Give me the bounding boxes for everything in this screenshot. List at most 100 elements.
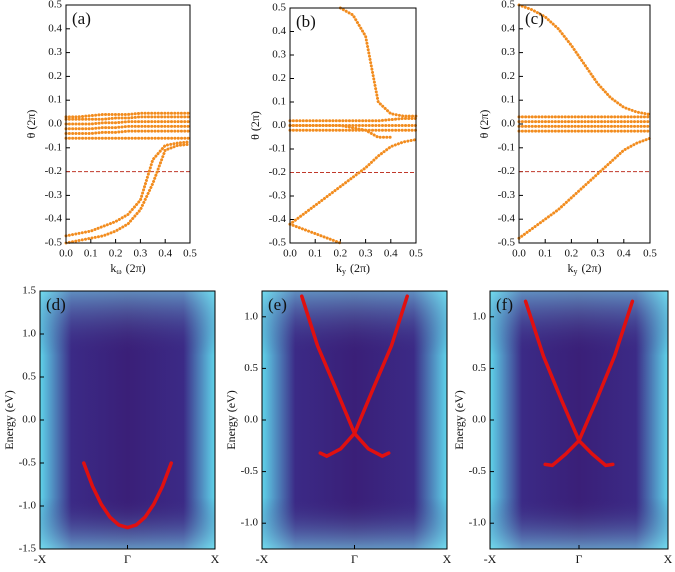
x-axis-label: ky (2π) — [336, 261, 370, 276]
y-tick-label: -1.5 — [19, 543, 37, 555]
y-tick-label: -0.1 — [269, 143, 286, 155]
plot-frame — [39, 290, 216, 550]
x-tick-label: Γ — [124, 552, 131, 566]
y-tick-label: 0.3 — [48, 46, 62, 58]
x-axis-symbol: k — [336, 261, 342, 275]
y-tick-label: -1.0 — [19, 500, 37, 512]
y-tick-label: -0.2 — [498, 165, 515, 177]
x-tick-label: X — [443, 552, 452, 566]
panel: -1.0 -0.5 0.0 0.5 1.0 -X Γ X (e) Energy (eV) — [224, 290, 452, 566]
y-tick-label: -0.2 — [45, 165, 62, 177]
wilson-band — [288, 124, 393, 139]
y-tick-label: 0.1 — [272, 96, 286, 108]
panel: -0.5 -0.4 -0.3 -0.2 -0.1 0.0 0.1 0.2 0.3 0.4 0.5 0.… — [24, 0, 198, 276]
y-axis-label: Energy (eV) — [224, 390, 238, 449]
x-axis-subscript: ω — [116, 267, 121, 276]
wilson-band — [64, 129, 192, 136]
y-tick-label: -0.4 — [269, 213, 287, 225]
x-axis-symbol: k — [110, 261, 116, 275]
y-axis-label: θ (2π) — [477, 110, 491, 139]
spectral-bulk — [40, 291, 215, 549]
y-tick-label: 1.0 — [244, 310, 258, 322]
wilson-band — [288, 222, 342, 245]
y-tick-label: -1.0 — [469, 517, 487, 529]
x-axis-unit: (2π) — [581, 261, 601, 275]
surface-state — [543, 299, 635, 468]
y-tick-label: 1.5 — [22, 285, 36, 297]
plot-frame — [65, 4, 191, 244]
y-tick-label: -0.5 — [498, 237, 516, 249]
x-tick-label: 0.2 — [334, 248, 348, 260]
panel-label: (c) — [525, 9, 544, 28]
y-tick-label: -0.5 — [19, 457, 37, 469]
wilson-band — [288, 138, 418, 226]
plot-frame — [489, 290, 669, 550]
panel-label: (b) — [296, 12, 316, 31]
panel: -0.5 -0.4 -0.3 -0.2 -0.1 0.0 0.1 0.2 0.3 0.4 0.5 0.… — [477, 0, 658, 276]
panel-label: (d) — [46, 295, 66, 314]
x-axis-subscript: y — [573, 267, 577, 276]
y-axis-label: θ (2π) — [24, 110, 38, 139]
y-tick-label: 0.0 — [272, 119, 286, 131]
y-tick-label: 0.0 — [48, 118, 62, 130]
spectral-bulk — [490, 291, 668, 549]
x-tick-label: 0.3 — [591, 248, 605, 260]
wilson-band — [64, 142, 192, 245]
plot-frame — [261, 290, 448, 550]
y-axis-label: Energy (eV) — [452, 390, 466, 449]
plot-frame — [289, 7, 417, 244]
y-tick-label: 1.0 — [22, 328, 36, 340]
y-tick-label: 0.0 — [244, 414, 258, 426]
x-tick-label: Γ — [576, 552, 583, 566]
y-tick-label: -0.5 — [241, 465, 259, 477]
x-tick-label: -X — [484, 552, 497, 566]
y-tick-label: 0.3 — [501, 46, 515, 58]
wilson-band — [338, 6, 418, 118]
y-tick-label: 0.5 — [472, 362, 486, 374]
x-tick-label: 0.2 — [565, 248, 579, 260]
y-tick-label: 0.0 — [22, 414, 36, 426]
panel-label: (f) — [496, 295, 513, 314]
y-tick-label: 0.2 — [48, 70, 62, 82]
y-tick-label: -0.3 — [498, 189, 516, 201]
y-tick-label: 0.0 — [472, 414, 486, 426]
x-tick-label: 0.1 — [308, 248, 322, 260]
panel: -0.5 -0.4 -0.3 -0.2 -0.1 0.0 0.1 0.2 0.3 0.4 0.5 0.… — [248, 2, 424, 276]
panel: -1.0 -0.5 0.0 0.5 1.0 -X Γ X (f) Energy (eV) — [452, 290, 673, 566]
surface-state — [82, 461, 173, 530]
panel-label: (a) — [72, 9, 91, 28]
x-axis-label: ky (2π) — [567, 261, 601, 276]
x-axis-symbol: k — [567, 261, 573, 275]
wilson-band — [517, 3, 652, 116]
y-tick-label: -0.1 — [498, 141, 515, 153]
panel-label: (e) — [268, 295, 287, 314]
wilson-band — [64, 124, 192, 131]
y-tick-label: 0.4 — [501, 22, 515, 34]
y-tick-label: -0.3 — [269, 190, 287, 202]
y-tick-label: 0.0 — [501, 118, 515, 130]
x-tick-label: X — [211, 552, 220, 566]
x-axis-unit: (2π) — [350, 261, 370, 275]
y-tick-label: -0.2 — [269, 166, 286, 178]
y-tick-label: 0.1 — [48, 94, 62, 106]
y-tick-label: -0.5 — [469, 465, 487, 477]
x-tick-label: 0.5 — [183, 248, 197, 260]
y-tick-label: -0.3 — [45, 189, 63, 201]
x-tick-label: 0.4 — [158, 248, 172, 260]
x-tick-label: 0.4 — [617, 248, 631, 260]
plot-frame — [518, 4, 651, 244]
wilson-band — [64, 115, 192, 121]
y-tick-label: 0.4 — [272, 25, 286, 37]
y-axis-label: θ (2π) — [248, 111, 262, 140]
y-tick-label: 1.0 — [472, 310, 486, 322]
x-tick-label: 0.4 — [384, 248, 398, 260]
y-tick-label: -0.5 — [269, 237, 287, 249]
x-tick-label: X — [664, 552, 673, 566]
x-tick-label: 0.1 — [84, 248, 98, 260]
panel: -1.5 -1.0 -0.5 0.0 0.5 1.0 1.5 -X Γ X (d) Energy (e… — [2, 285, 220, 566]
x-tick-label: -X — [256, 552, 269, 566]
x-tick-label: -X — [34, 552, 47, 566]
x-tick-label: 0.2 — [109, 248, 123, 260]
y-axis-label: Energy (eV) — [2, 390, 16, 449]
